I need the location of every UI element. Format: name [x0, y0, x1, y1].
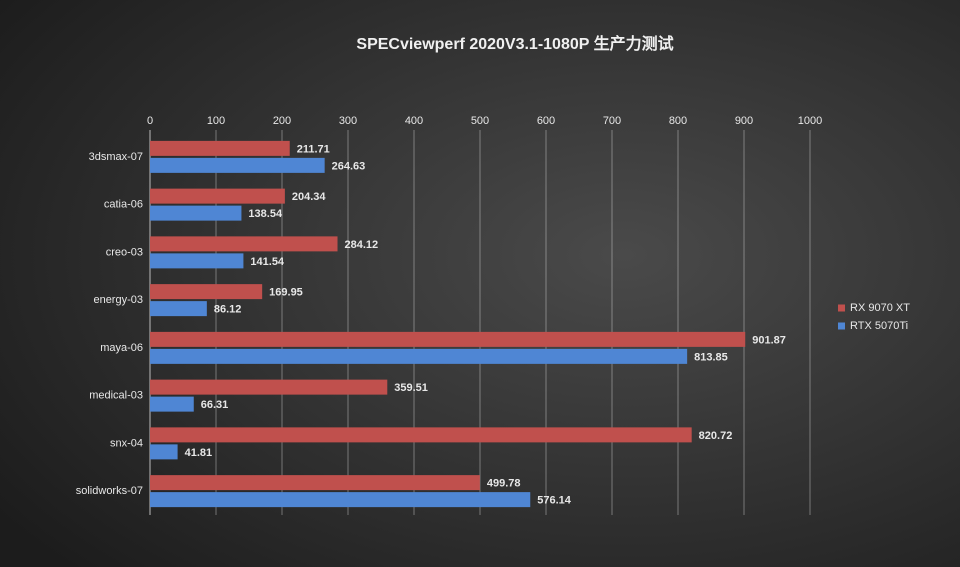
y-tick-label: solidworks-07	[76, 485, 143, 497]
x-tick-label: 500	[471, 115, 489, 127]
bar	[150, 475, 480, 491]
value-label: 264.63	[332, 160, 366, 172]
value-label: 284.12	[345, 239, 379, 251]
bar	[150, 444, 178, 460]
bar	[150, 379, 388, 395]
y-tick-label: catia-06	[104, 199, 143, 211]
x-tick-label: 300	[339, 115, 357, 127]
x-tick-label: 700	[603, 115, 621, 127]
bar	[150, 396, 194, 412]
legend-label: RTX 5070Ti	[850, 320, 908, 332]
bar	[150, 188, 285, 204]
value-label: 901.87	[752, 334, 786, 346]
legend-label: RX 9070 XT	[850, 302, 910, 314]
x-tick-label: 400	[405, 115, 423, 127]
value-label: 86.12	[214, 304, 242, 316]
value-label: 66.31	[201, 399, 229, 411]
bar	[150, 301, 207, 317]
x-tick-label: 0	[147, 115, 153, 127]
value-label: 359.51	[394, 382, 428, 394]
value-label: 576.14	[537, 495, 572, 507]
y-tick-label: medical-03	[89, 390, 143, 402]
value-label: 41.81	[185, 447, 213, 459]
bar	[150, 427, 692, 443]
legend-swatch	[838, 322, 845, 330]
bar	[150, 284, 263, 300]
x-tick-label: 200	[273, 115, 291, 127]
x-tick-label: 800	[669, 115, 687, 127]
x-tick-label: 900	[735, 115, 753, 127]
x-tick-label: 600	[537, 115, 555, 127]
bar	[150, 236, 338, 252]
y-tick-label: energy-03	[93, 294, 143, 306]
y-tick-label: snx-04	[110, 437, 143, 449]
x-tick-label: 100	[207, 115, 225, 127]
legend-swatch	[838, 304, 845, 312]
chart-title: SPECviewperf 2020V3.1-1080P 生产力测试	[356, 34, 673, 53]
y-tick-label: creo-03	[106, 246, 143, 258]
value-label: 141.54	[250, 256, 285, 268]
value-label: 211.71	[297, 143, 330, 155]
value-label: 204.34	[292, 191, 327, 203]
bar	[150, 157, 325, 173]
bar	[150, 205, 242, 221]
bar	[150, 253, 244, 269]
bar	[150, 331, 746, 347]
bar	[150, 492, 531, 508]
bar	[150, 140, 290, 156]
bar	[150, 348, 688, 364]
y-tick-label: 3dsmax-07	[89, 151, 143, 163]
value-label: 499.78	[487, 478, 521, 490]
value-label: 813.85	[694, 351, 728, 363]
value-label: 169.95	[269, 287, 303, 299]
value-label: 138.54	[248, 208, 283, 220]
value-label: 820.72	[699, 430, 733, 442]
x-tick-label: 1000	[798, 115, 822, 127]
y-tick-label: maya-06	[100, 342, 143, 354]
